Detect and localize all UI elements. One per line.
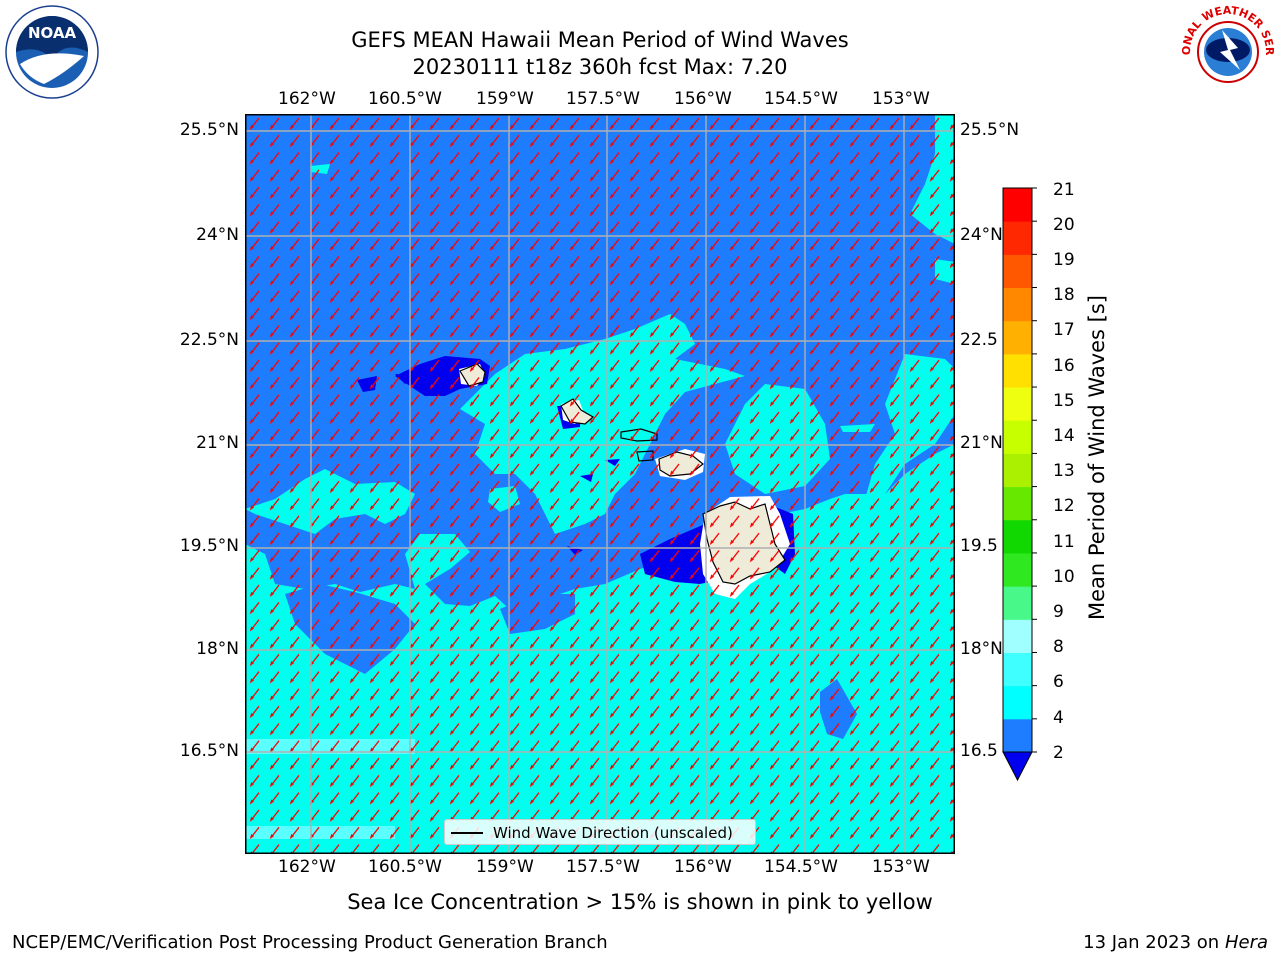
lon-tick-bottom-5: 156°W — [674, 857, 732, 877]
colorbar-band — [1003, 254, 1032, 289]
colorbar-band — [1003, 619, 1032, 653]
colorbar-tick-13: 13 — [1053, 461, 1075, 481]
lat-tick-right-2: 24°N — [960, 225, 1003, 245]
colorbar — [1002, 187, 1037, 782]
lat-tick-left-2: 24°N — [196, 225, 239, 245]
lon-tick-bottom-4: 157.5°W — [566, 857, 640, 877]
lat-tick-left-1: 25.5°N — [179, 120, 239, 140]
footer-date-text: 13 Jan 2023 on — [1083, 932, 1225, 953]
wind-wave-direction-arrows — [245, 114, 955, 854]
lat-tick-right-5: 19.5 — [960, 536, 998, 556]
colorbar-tick-12: 12 — [1053, 496, 1075, 516]
colorbar-tick-18: 18 — [1053, 285, 1075, 305]
lat-tick-right-7: 16.5 — [960, 741, 998, 761]
colorbar-tick-19: 19 — [1053, 250, 1075, 270]
colorbar-band — [1003, 320, 1032, 355]
colorbar-tick-10: 10 — [1053, 567, 1075, 587]
lat-tick-left-4: 21°N — [196, 433, 239, 453]
lon-tick-top-6: 154.5°W — [764, 89, 838, 109]
colorbar-band — [1003, 685, 1032, 720]
colorbar-tick-14: 14 — [1053, 426, 1075, 446]
lat-tick-right-6: 18°N — [960, 639, 1003, 659]
colorbar-frame — [1002, 187, 1033, 753]
lon-tick-bottom-3: 159°W — [476, 857, 534, 877]
colorbar-band — [1003, 420, 1032, 454]
map-frame — [245, 114, 955, 854]
colorbar-tick-16: 16 — [1053, 356, 1075, 376]
colorbar-tick-8: 8 — [1053, 637, 1064, 657]
chart-title-line-2: 20230111 t18z 360h fcst Max: 7.20 — [412, 55, 788, 79]
colorbar-band — [1003, 188, 1032, 222]
colorbar-band — [1003, 453, 1032, 488]
lon-tick-bottom-7: 153°W — [872, 857, 930, 877]
colorbar-band — [1003, 287, 1032, 322]
lat-tick-left-7: 16.5°N — [179, 741, 239, 761]
noaa-logo-text: NOAA — [28, 24, 77, 42]
colorbar-label: Mean Period of Wind Waves [s] — [1085, 295, 1109, 620]
lon-tick-bottom-2: 160.5°W — [368, 857, 442, 877]
lat-tick-left-3: 22.5°N — [179, 330, 239, 350]
nws-logo: NATIONAL WEATHER SERVICE — [1178, 0, 1276, 83]
colorbar-tick-11: 11 — [1053, 532, 1075, 552]
footer-branch: NCEP/EMC/Verification Post Processing Pr… — [12, 932, 608, 953]
colorbar-band — [1003, 652, 1032, 687]
colorbar-band — [1003, 519, 1032, 554]
colorbar-band — [1003, 552, 1032, 587]
colorbar-tick-15: 15 — [1053, 391, 1075, 411]
map-gridlines — [245, 114, 955, 854]
lat-tick-left-5: 19.5°N — [179, 536, 239, 556]
lon-tick-bottom-1: 162°W — [278, 857, 336, 877]
colorbar-tick-20: 20 — [1053, 215, 1075, 235]
legend-label: Wind Wave Direction (unscaled) — [493, 824, 733, 842]
colorbar-band — [1003, 387, 1032, 421]
footer-date: 13 Jan 2023 on Hera — [1083, 932, 1268, 953]
chart-title-line-1: GEFS MEAN Hawaii Mean Period of Wind Wav… — [351, 28, 849, 52]
colorbar-tick-4: 4 — [1053, 708, 1064, 728]
colorbar-band — [1003, 221, 1032, 255]
colorbar-extend-min — [1002, 751, 1033, 782]
lat-tick-right-1: 25.5°N — [960, 120, 1020, 140]
lon-tick-top-3: 159°W — [476, 89, 534, 109]
wind-wave-period-map — [245, 114, 955, 854]
lon-tick-top-1: 162°W — [278, 89, 336, 109]
lon-tick-bottom-6: 154.5°W — [764, 857, 838, 877]
colorbar-tick-2: 2 — [1053, 743, 1064, 763]
legend-line-sample — [451, 832, 483, 834]
lon-tick-top-4: 157.5°W — [566, 89, 640, 109]
colorbar-tick-9: 9 — [1053, 602, 1064, 622]
colorbar-tick-21: 21 — [1053, 180, 1075, 200]
colorbar-band — [1003, 353, 1032, 388]
lat-tick-left-6: 18°N — [196, 639, 239, 659]
lat-tick-right-3: 22.5 — [960, 330, 998, 350]
colorbar-band — [1003, 486, 1032, 521]
colorbar-band — [1003, 586, 1032, 620]
colorbar-tick-17: 17 — [1053, 320, 1075, 340]
sea-ice-caption: Sea Ice Concentration > 15% is shown in … — [347, 890, 933, 914]
lon-tick-top-5: 156°W — [674, 89, 732, 109]
lon-tick-top-7: 153°W — [872, 89, 930, 109]
map-legend: Wind Wave Direction (unscaled) — [444, 819, 756, 845]
footer-host: Hera — [1224, 932, 1268, 953]
colorbar-band — [1003, 718, 1032, 753]
lat-tick-right-4: 21°N — [960, 433, 1003, 453]
colorbar-tick-6: 6 — [1053, 672, 1064, 692]
noaa-logo: NOAA — [5, 5, 99, 99]
lon-tick-top-2: 160.5°W — [368, 89, 442, 109]
